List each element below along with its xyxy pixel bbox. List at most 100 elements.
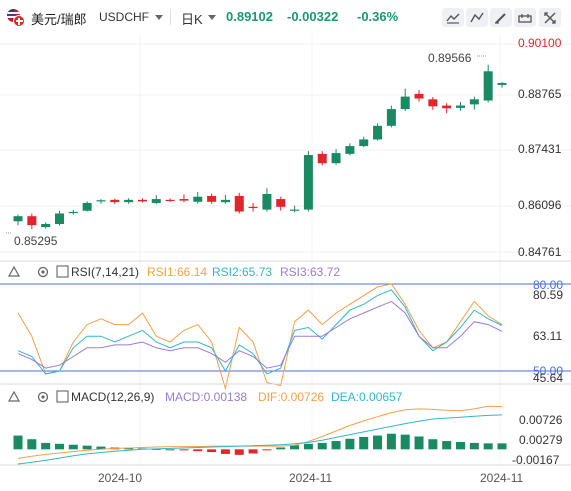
- indicator-button[interactable]: [466, 8, 488, 27]
- macd-axis: 0.00726 0.00279 -0.00167: [512, 413, 563, 467]
- macd-histogram-bar: [82, 445, 92, 450]
- chart-grid: [0, 34, 571, 465]
- macd-histogram-bar: [428, 439, 438, 450]
- candle-body: [442, 105, 452, 109]
- indicator-toggle-checkbox[interactable]: [56, 265, 69, 278]
- candle-body: [13, 216, 23, 222]
- candle-body: [317, 153, 327, 164]
- gear-hub-icon: [41, 270, 45, 274]
- candle-body: [469, 99, 479, 105]
- candle-body: [96, 200, 106, 202]
- candle-body: [386, 109, 396, 126]
- symbol-dropdown-chevron-icon[interactable]: [155, 15, 163, 20]
- macd-settings-button[interactable]: [37, 391, 49, 403]
- macd-histogram-bar: [386, 433, 396, 450]
- rsi3-value: RSI3:63.72: [280, 265, 340, 279]
- candle-body: [68, 211, 78, 214]
- low-price-marker: 0.85295: [6, 232, 58, 248]
- macd-hide-button[interactable]: [7, 390, 21, 402]
- gear-icon: [37, 266, 49, 278]
- macd-histogram-bar: [27, 439, 37, 450]
- price-axis-label-top: 0.90100: [518, 36, 562, 50]
- macd-histogram-bar: [497, 443, 507, 450]
- macd-histogram-bar: [124, 447, 134, 450]
- candle-body: [110, 199, 120, 203]
- rsi-settings-button[interactable]: [37, 266, 49, 278]
- macd-histogram-bar: [262, 449, 272, 451]
- line-chart-icon: [446, 13, 460, 24]
- rsi-axis: 80.00 80.59 63.11 50.00 45.64: [533, 278, 563, 385]
- candle-body: [137, 199, 147, 202]
- timeframe-selector[interactable]: 日K: [181, 12, 203, 27]
- chart-header: 美元/瑞郎 USDCHF 日K 0.89102 -0.00322 -0.36%: [0, 0, 571, 34]
- macd-legend: MACD(12,26,9) MACD:0.00138 DIF:0.00726 D…: [7, 390, 403, 404]
- candle-body: [303, 155, 313, 210]
- candle-body: [497, 82, 507, 85]
- macd-histogram-bar: [276, 447, 286, 450]
- macd-histogram-bar: [13, 435, 23, 450]
- rsi-legend: RSI(7,14,21) RSI1:66.14 RSI2:65.73 RSI3:…: [7, 265, 340, 279]
- candle-body: [124, 199, 134, 203]
- macd-histogram-bar: [317, 442, 327, 450]
- low-price-label: 0.85295: [14, 234, 58, 248]
- macd-axis-label: -0.00167: [512, 453, 560, 467]
- macd-histogram-bar: [41, 442, 51, 450]
- indicator-toggle-checkbox[interactable]: [56, 390, 69, 403]
- candle-body: [428, 99, 438, 107]
- candle-body: [414, 93, 424, 99]
- price-axis-label: 0.87431: [518, 142, 562, 156]
- settings-icon: [518, 13, 532, 23]
- rsi-hide-button[interactable]: [7, 265, 21, 277]
- time-axis-label: 2024-11: [289, 471, 332, 485]
- candle-body: [290, 209, 300, 211]
- collapse-icon: [7, 265, 21, 277]
- macd-histogram-bar: [248, 449, 258, 454]
- candle-body: [234, 195, 244, 212]
- line-chart-button[interactable]: [442, 8, 464, 27]
- time-axis: 2024-10 2024-11 2024-11: [98, 471, 523, 485]
- time-axis-label: 2024-10: [98, 471, 142, 485]
- macd-histogram-bar: [207, 449, 217, 453]
- candle-body: [373, 125, 383, 140]
- price-axis: 0.90100 0.88765 0.87431 0.86096 0.84761: [518, 36, 562, 259]
- rsi-title: RSI(7,14,21): [71, 265, 139, 279]
- draw-icon: [495, 12, 506, 24]
- candle-body: [179, 199, 189, 201]
- price-axis-label: 0.88765: [518, 87, 562, 101]
- settings-button[interactable]: [514, 8, 536, 27]
- price-axis-label: 0.86096: [518, 198, 562, 212]
- macd-histogram-bar: [400, 434, 410, 450]
- macd-histogram-bar: [442, 441, 452, 450]
- candle-body: [165, 199, 175, 202]
- candle-body: [359, 139, 369, 147]
- macd-histogram-bar: [331, 441, 341, 450]
- symbol-name[interactable]: 美元/瑞郎: [31, 12, 87, 27]
- fullscreen-button[interactable]: [539, 8, 561, 27]
- timeframe-dropdown-chevron-icon[interactable]: [208, 15, 216, 20]
- macd-histogram-bar: [165, 449, 175, 451]
- rsi-guide-50-label: 50.00: [533, 364, 563, 378]
- macd-axis-label: 0.00279: [519, 433, 563, 447]
- macd-series: [13, 405, 507, 465]
- candle-body: [41, 223, 51, 228]
- candlestick-series: [13, 64, 507, 230]
- time-axis-label: 2024-11: [480, 471, 523, 485]
- draw-button[interactable]: [490, 8, 512, 27]
- rsi-guide-80-label: 80.00: [533, 278, 563, 292]
- candle-body: [456, 105, 466, 108]
- candle-body: [400, 96, 410, 110]
- gear-hub-icon: [41, 395, 45, 399]
- macd-histogram-bar: [220, 449, 230, 454]
- symbol-code[interactable]: USDCHF: [99, 10, 149, 24]
- macd-histogram-bar: [483, 443, 493, 450]
- candle-body: [262, 193, 272, 210]
- candle-body: [331, 153, 341, 164]
- candle-body: [207, 195, 217, 202]
- indicator-icon: [470, 12, 484, 22]
- macd-histogram-bar: [234, 449, 244, 455]
- macd-histogram-bar: [345, 438, 355, 450]
- swiss-flag-icon: [13, 15, 25, 27]
- last-price: 0.89102: [226, 9, 273, 24]
- macd-histogram-bar: [414, 436, 424, 450]
